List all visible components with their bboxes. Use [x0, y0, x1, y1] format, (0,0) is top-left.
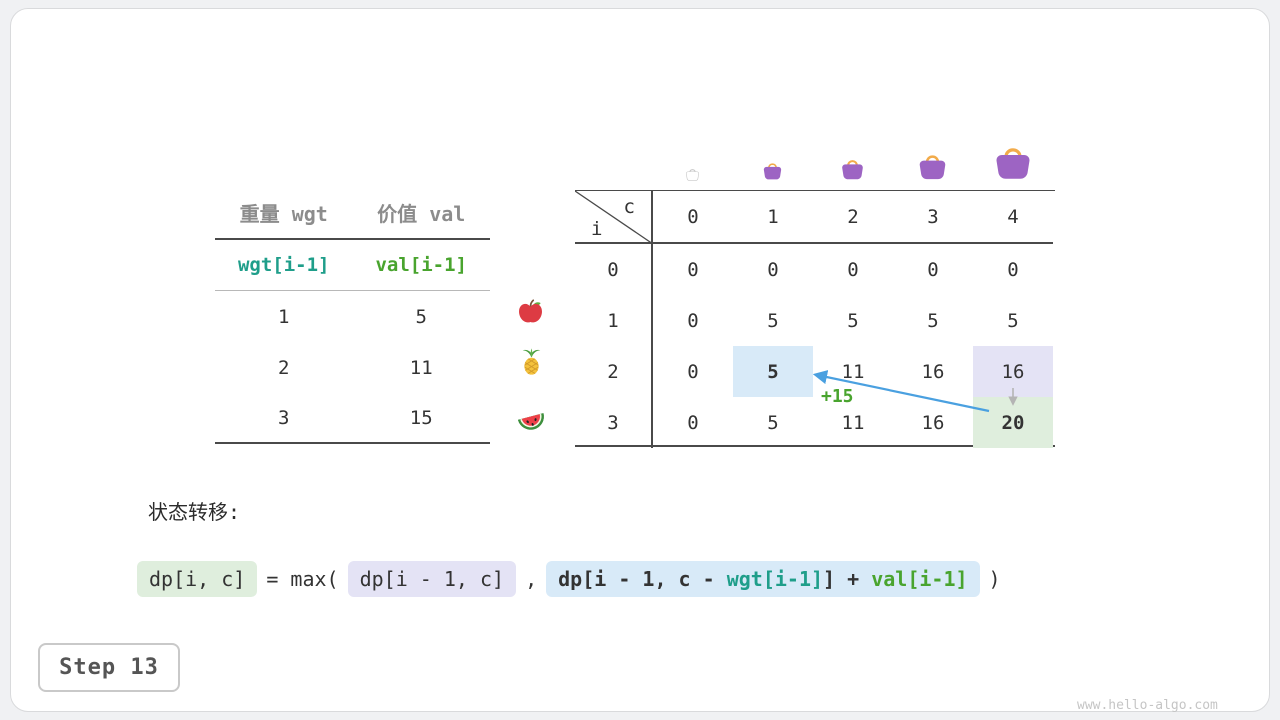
dp-cell-r2-c4-carry: 16	[973, 346, 1053, 397]
wgt-variable: wgt[i-1]	[237, 254, 330, 276]
formula-eq-max: = max(	[266, 567, 339, 591]
dp-cell-r0-c4: 0	[1007, 258, 1019, 281]
dp-cell-r0-c1: 0	[767, 258, 779, 281]
item-2-value: 11	[409, 356, 433, 379]
dp-col-header-3: 3	[893, 191, 973, 244]
dp-col-header-0: 0	[653, 191, 733, 244]
dp-col-header-1: 1	[733, 191, 813, 244]
pineapple-icon	[518, 346, 545, 377]
dp-row-label-2: 2	[575, 346, 653, 397]
dp-cell-r2-c1-source: 5	[733, 346, 813, 397]
dp-cell-r0-c0: 0	[687, 258, 699, 281]
item-3-value: 15	[409, 406, 433, 429]
item-2-weight: 2	[278, 356, 290, 379]
dp-row-label-0: 0	[575, 244, 653, 295]
formula-arg2-mid: ] +	[823, 567, 872, 591]
formula-lhs-chip: dp[i, c]	[137, 561, 258, 597]
item-row-3: 3 15	[215, 393, 490, 444]
bag-icon-capacity-2	[840, 155, 865, 180]
dp-cell-r1-c3: 5	[927, 309, 939, 332]
items-table-variable-row: wgt[i-1] val[i-1]	[215, 240, 490, 291]
dp-cell-r3-c3: 16	[921, 411, 945, 434]
dp-col-header-4: 4	[973, 191, 1053, 244]
formula-comma: ,	[525, 567, 538, 591]
dp-cell-r1-c0: 0	[687, 309, 699, 332]
item-1-value: 5	[415, 305, 427, 328]
item-3-weight: 3	[278, 406, 290, 429]
formula-arg1-chip: dp[i - 1, c]	[347, 561, 517, 597]
dp-cell-r1-c2: 5	[847, 309, 859, 332]
state-transition-label: 状态转移:	[148, 500, 241, 524]
dp-cell-r3-c4-current: 20	[973, 397, 1053, 448]
formula-arg2-wgt: wgt[i-1]	[726, 567, 824, 591]
items-table-header-row: 重量 wgt 价值 val	[215, 186, 490, 240]
col-header-value: 价值 val	[377, 201, 466, 226]
formula-arg2-val: val[i-1]	[871, 567, 968, 591]
corner-row-var: i	[591, 218, 603, 240]
val-variable: val[i-1]	[375, 254, 467, 276]
dp-row-label-3: 3	[575, 397, 653, 448]
bag-icon-capacity-0	[685, 166, 700, 181]
item-1-weight: 1	[278, 305, 290, 328]
dp-row-label-1: 1	[575, 295, 653, 346]
arrow-gain-label: +15	[821, 386, 854, 407]
transition-formula: dp[i, c] = max( dp[i - 1, c] , dp[i - 1,…	[137, 561, 1010, 597]
watermelon-icon	[516, 404, 547, 435]
items-table: 重量 wgt 价值 val wgt[i-1] val[i-1] 1 5 2 11…	[215, 186, 490, 444]
dp-cell-r2-c0: 0	[687, 360, 699, 383]
item-row-2: 2 11	[215, 342, 490, 393]
dp-cell-r3-c0: 0	[687, 411, 699, 434]
corner-col-var: c	[623, 196, 635, 218]
dp-corner-cell: c i	[575, 191, 653, 244]
dp-table: c i 0 1 2 3 4 0 0 0 0 0 0 1 0 5 5 5 5 2 …	[575, 190, 1055, 448]
dp-cell-r3-c2: 11	[841, 411, 865, 434]
bag-icon-capacity-3	[917, 149, 948, 180]
apple-icon	[517, 298, 544, 325]
corner-diagonal-line	[575, 191, 653, 244]
dp-cell-r0-c3: 0	[927, 258, 939, 281]
bag-icon-capacity-1	[762, 159, 783, 180]
dp-cell-r2-c3: 16	[921, 360, 945, 383]
step-badge: Step 13	[38, 643, 180, 692]
formula-arg2-prefix: dp[i - 1, c -	[558, 567, 727, 591]
dp-cell-r1-c4: 5	[1007, 309, 1019, 332]
bag-icon-capacity-4	[993, 140, 1033, 180]
site-watermark: www.hello-algo.com	[1077, 698, 1218, 713]
formula-arg2-chip: dp[i - 1, c - wgt[i-1]] + val[i-1]	[546, 561, 980, 597]
col-header-weight: 重量 wgt	[239, 201, 328, 226]
dp-col-header-2: 2	[813, 191, 893, 244]
dp-cell-r3-c1: 5	[767, 411, 779, 434]
dp-cell-r0-c2: 0	[847, 258, 859, 281]
formula-close-paren: )	[988, 567, 1001, 591]
item-row-1: 1 5	[215, 291, 490, 342]
dp-cell-r1-c1: 5	[767, 309, 779, 332]
